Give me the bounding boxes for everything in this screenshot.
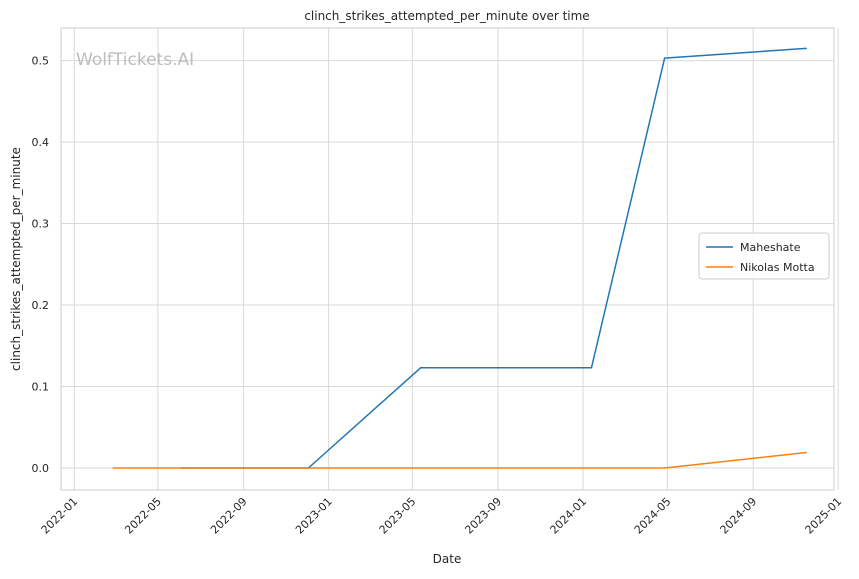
chart-title: clinch_strikes_attempted_per_minute over… [304, 9, 589, 23]
x-axis-label: Date [433, 552, 462, 566]
data-point [419, 366, 422, 369]
y-tick-label: 0.3 [32, 218, 50, 231]
y-tick-label: 0.4 [32, 136, 50, 149]
legend: Maheshate Nikolas Motta [698, 232, 830, 280]
data-point [590, 366, 593, 369]
y-tick-label: 0.0 [32, 462, 50, 475]
x-tick-label: 2022-05 [122, 495, 164, 537]
x-tick-label: 2025-01 [803, 495, 845, 537]
series-line-nikolas-motta [113, 451, 807, 469]
y-axis-ticks: 0.0 0.1 0.2 0.3 0.4 0.5 [32, 55, 50, 475]
legend-label-nikolas-motta: Nikolas Motta [740, 261, 815, 274]
y-tick-label: 0.5 [32, 55, 50, 68]
x-tick-label: 2023-05 [377, 495, 419, 537]
x-tick-label: 2022-09 [208, 495, 250, 537]
plot-frame [60, 27, 835, 491]
y-tick-label: 0.1 [32, 381, 50, 394]
data-point [805, 451, 807, 454]
x-tick-label: 2023-09 [462, 495, 504, 537]
x-axis-ticks: 2022-01 2022-05 2022-09 2023-01 2023-05 2023-… [39, 495, 845, 537]
y-tick-label: 0.2 [32, 299, 50, 312]
data-point [805, 47, 807, 50]
series-lines [112, 47, 807, 469]
x-tick-label: 2023-01 [293, 495, 335, 537]
legend-label-maheshate: Maheshate [740, 241, 801, 254]
data-point [663, 467, 666, 469]
x-tick-label: 2022-01 [39, 495, 81, 537]
y-axis-label: clinch_strikes_attempted_per_minute [9, 147, 23, 371]
data-point [663, 57, 666, 59]
x-tick-label: 2024-01 [547, 495, 589, 537]
data-point [112, 467, 115, 469]
x-tick-label: 2024-05 [632, 495, 674, 537]
x-tick-label: 2024-09 [718, 495, 760, 537]
watermark-text: WolfTickets.AI [76, 50, 194, 70]
